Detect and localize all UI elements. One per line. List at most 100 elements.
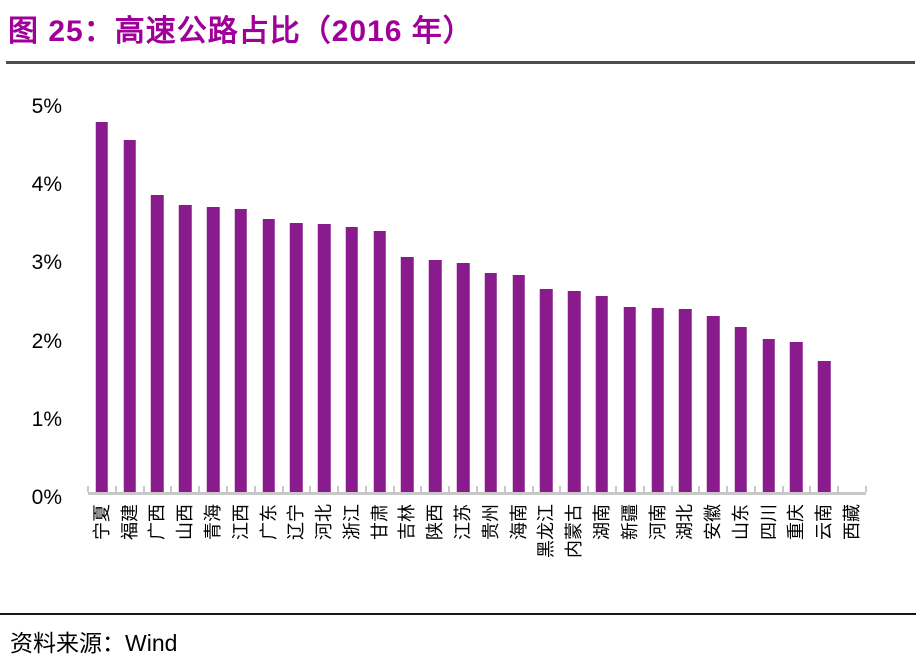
axis-tick xyxy=(809,486,812,492)
bar-slot xyxy=(449,103,477,494)
y-tick-label: 1% xyxy=(31,407,62,431)
bar-slot xyxy=(644,103,672,494)
x-label-cell: 海南 xyxy=(505,496,533,588)
x-label-cell: 云南 xyxy=(810,496,838,588)
bar-slot xyxy=(255,103,283,494)
bar-湖南 xyxy=(595,296,609,494)
bar-陕西 xyxy=(429,260,442,494)
bar-四川 xyxy=(762,339,775,494)
title-rule xyxy=(6,61,915,64)
x-label-cell: 辽宁 xyxy=(282,496,310,588)
bar-slot xyxy=(560,103,588,494)
x-label-cell: 山西 xyxy=(171,496,199,588)
axis-tick xyxy=(420,486,423,492)
x-label-cell: 贵州 xyxy=(477,496,505,588)
y-tick-label: 3% xyxy=(31,251,62,275)
bar-slot xyxy=(116,103,144,494)
x-label: 浙江 xyxy=(341,504,362,540)
bar-slot xyxy=(310,103,338,494)
x-label-cell: 新疆 xyxy=(616,496,644,588)
bar-slot xyxy=(838,103,866,494)
x-label-cell: 四川 xyxy=(755,496,783,588)
y-tick-label: 0% xyxy=(31,486,62,509)
bar-吉林 xyxy=(401,257,414,494)
x-label: 辽宁 xyxy=(286,504,307,540)
x-label: 湖南 xyxy=(591,504,612,540)
x-label: 重庆 xyxy=(786,504,807,540)
x-label-cell: 湖北 xyxy=(671,496,699,588)
axis-tick xyxy=(309,486,312,492)
axis-tick xyxy=(837,486,840,492)
bar-江西 xyxy=(234,209,248,494)
bar-河北 xyxy=(317,224,331,494)
axis-tick xyxy=(281,486,284,492)
x-label-cell: 广西 xyxy=(144,496,172,588)
bar-slot xyxy=(338,103,366,494)
axis-tick xyxy=(225,486,228,492)
y-tick-label: 2% xyxy=(31,329,62,353)
x-label: 西藏 xyxy=(841,504,862,540)
x-label-cell: 河北 xyxy=(310,496,338,588)
axis-tick xyxy=(114,486,117,492)
axis-tick xyxy=(253,486,256,492)
x-label-cell: 甘肃 xyxy=(366,496,394,588)
source-prefix: 资料来源： xyxy=(10,631,125,656)
axis-tick xyxy=(670,486,673,492)
axis-tick xyxy=(142,486,145,492)
x-label: 广西 xyxy=(147,504,168,540)
axis-tick xyxy=(753,486,756,492)
x-label: 云南 xyxy=(814,504,835,540)
x-label: 黑龙江 xyxy=(536,504,557,558)
bar-广西 xyxy=(151,195,164,494)
x-label: 贵州 xyxy=(480,504,501,540)
x-label-cell: 安徽 xyxy=(699,496,727,588)
bar-甘肃 xyxy=(373,231,386,494)
bar-slot xyxy=(227,103,255,494)
bar-slot xyxy=(616,103,644,494)
axis-tick xyxy=(559,486,562,492)
axis-tick xyxy=(698,486,701,492)
x-label-cell: 江苏 xyxy=(449,496,477,588)
bar-宁夏 xyxy=(95,121,109,494)
bar-slot xyxy=(533,103,561,494)
bar-内蒙古 xyxy=(567,290,581,494)
x-label: 山西 xyxy=(175,504,196,540)
bar-云南 xyxy=(817,361,831,494)
bar-海南 xyxy=(512,275,525,494)
bar-slot xyxy=(421,103,449,494)
x-label: 海南 xyxy=(508,504,529,540)
bar-江苏 xyxy=(456,263,470,494)
x-label: 福建 xyxy=(119,504,140,540)
bar-slot xyxy=(755,103,783,494)
axis-tick xyxy=(587,486,590,492)
x-label-cell: 河南 xyxy=(644,496,672,588)
bar-河南 xyxy=(651,307,664,494)
x-label: 新疆 xyxy=(619,504,640,540)
x-label-cell: 黑龙江 xyxy=(533,496,561,588)
axis-tick xyxy=(392,486,395,492)
bar-slot xyxy=(477,103,505,494)
x-label-cell: 内蒙古 xyxy=(560,496,588,588)
x-label-cell: 陕西 xyxy=(421,496,449,588)
x-label: 陕西 xyxy=(425,504,446,540)
axis-tick xyxy=(170,486,173,492)
bar-slot xyxy=(282,103,310,494)
x-label-cell: 江西 xyxy=(227,496,255,588)
bar-slot xyxy=(394,103,422,494)
bar-辽宁 xyxy=(290,222,303,494)
bar-青海 xyxy=(206,207,220,494)
bar-安徽 xyxy=(706,315,720,494)
axis-tick xyxy=(614,486,617,492)
bar-slot xyxy=(671,103,699,494)
x-label: 内蒙古 xyxy=(564,504,585,558)
bar-slot xyxy=(88,103,116,494)
x-label-cell: 青海 xyxy=(199,496,227,588)
axis-tick xyxy=(865,486,867,492)
source-rule xyxy=(0,613,916,615)
x-label-cell: 吉林 xyxy=(394,496,422,588)
x-label-cell: 福建 xyxy=(116,496,144,588)
source-value: Wind xyxy=(125,630,178,656)
bar-重庆 xyxy=(790,342,803,494)
y-tick-label: 4% xyxy=(31,173,62,197)
x-label-cell: 广东 xyxy=(255,496,283,588)
